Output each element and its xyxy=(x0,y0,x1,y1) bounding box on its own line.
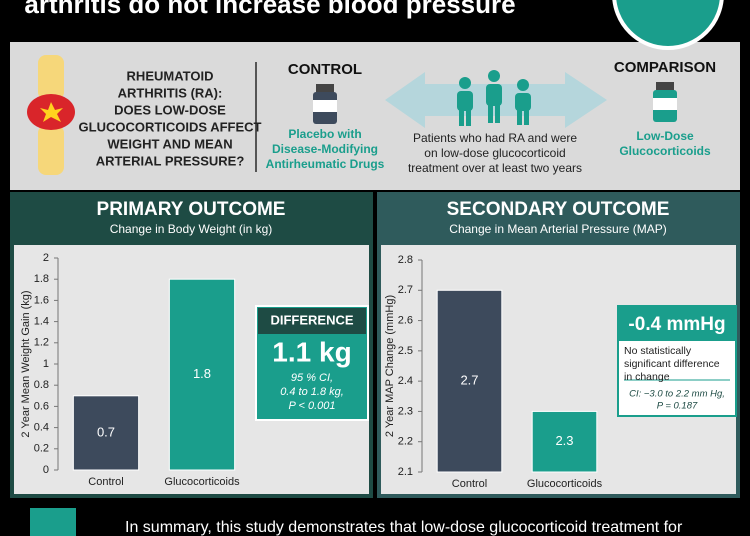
y-tick-label: 1.2 xyxy=(34,337,49,349)
value-label: 0.7 xyxy=(97,424,115,439)
population: Patients who had RA and were xyxy=(413,131,577,145)
question: WEIGHT AND MEAN xyxy=(107,136,232,151)
chart-subtitle: Change in Body Weight (in kg) xyxy=(110,222,273,236)
control-text: Disease-Modifying xyxy=(272,142,378,156)
y-tick-label: 0 xyxy=(43,464,49,476)
difference-notes: 95 % CI, xyxy=(291,372,333,384)
difference-notes: P < 0.001 xyxy=(289,400,336,412)
y-axis-label: 2 Year Mean Weight Gain (kg) xyxy=(20,290,32,437)
y-tick-label: 2.1 xyxy=(398,466,413,478)
map-notes: CI: −3.0 to 2.2 mm Hg, xyxy=(629,389,725,400)
y-tick-label: 1 xyxy=(43,358,49,370)
comparison-text: Glucocorticoids xyxy=(619,144,711,158)
chart-title: PRIMARY OUTCOME xyxy=(97,199,286,220)
question: RHEUMATOID xyxy=(127,68,214,83)
people-icon xyxy=(457,70,531,126)
y-axis-label: 2 Year MAP Change (mmHg) xyxy=(384,295,396,437)
question: ARTERIAL PRESSURE? xyxy=(96,153,245,168)
study-panel xyxy=(10,42,740,190)
x-tick-label: Control xyxy=(88,476,123,488)
difference-value: 1.1 kg xyxy=(272,336,351,367)
chart-subtitle: Change in Mean Arterial Pressure (MAP) xyxy=(449,222,666,236)
control-label: CONTROL xyxy=(288,61,362,78)
x-tick-label: Glucocorticoids xyxy=(527,478,603,490)
map-text: No statistically xyxy=(624,345,692,357)
bar xyxy=(72,395,140,471)
y-tick-label: 0.6 xyxy=(34,400,49,412)
comparison-label: COMPARISON xyxy=(614,59,716,76)
difference-label: DIFFERENCE xyxy=(270,312,353,327)
banner-title: arthritis do not increase blood pressure xyxy=(24,0,515,19)
control-text: Antirheumatic Drugs xyxy=(266,157,385,171)
bar xyxy=(168,278,236,471)
value-label: 1.8 xyxy=(193,366,211,381)
bar xyxy=(436,289,503,473)
control-bottle xyxy=(313,84,337,124)
map-text: in change xyxy=(624,371,670,383)
bar xyxy=(531,410,598,473)
joint-icon xyxy=(27,55,75,175)
difference-header xyxy=(258,308,366,334)
y-tick-label: 1.6 xyxy=(34,294,49,306)
x-tick-label: Control xyxy=(452,478,487,490)
y-tick-label: 0.2 xyxy=(34,443,49,455)
value-label: 2.3 xyxy=(555,433,573,448)
summary-icon xyxy=(30,508,76,536)
map-notes: P = 0.187 xyxy=(657,401,698,412)
comparison-bottle xyxy=(653,82,677,122)
population: treatment over at least two years xyxy=(408,161,582,175)
logo xyxy=(612,0,724,50)
y-tick-label: 2.7 xyxy=(398,284,413,296)
y-tick-label: 0.8 xyxy=(34,379,49,391)
value-label: 2.7 xyxy=(460,373,478,388)
y-tick-label: 2.5 xyxy=(398,345,413,357)
difference-notes: 0.4 to 1.8 kg, xyxy=(280,386,344,398)
y-tick-label: 2.6 xyxy=(398,314,413,326)
y-tick-label: 2 xyxy=(43,252,49,264)
y-tick-label: 2.3 xyxy=(398,405,413,417)
question: DOES LOW-DOSE xyxy=(114,102,226,117)
y-tick-label: 2.2 xyxy=(398,436,413,448)
summary: In summary, this study demonstrates that… xyxy=(125,519,683,536)
question: GLUCOCORTICOIDS AFFECT xyxy=(79,119,262,134)
map-value: -0.4 mmHg xyxy=(628,314,725,335)
y-tick-label: 0.4 xyxy=(34,422,49,434)
control-text: Placebo with xyxy=(288,127,361,141)
y-tick-label: 2.4 xyxy=(398,375,413,387)
y-tick-label: 1.8 xyxy=(34,273,49,285)
chart-title: SECONDARY OUTCOME xyxy=(447,199,670,220)
y-tick-label: 2.8 xyxy=(398,254,413,266)
map-text: significant difference xyxy=(624,358,720,370)
comparison-text: Low-Dose xyxy=(636,129,694,143)
x-tick-label: Glucocorticoids xyxy=(164,476,240,488)
map-header xyxy=(619,307,735,341)
y-tick-label: 1.4 xyxy=(34,316,49,328)
question: ARTHRITIS (RA): xyxy=(118,85,223,100)
population: on low-dose glucocorticoid xyxy=(424,146,565,160)
